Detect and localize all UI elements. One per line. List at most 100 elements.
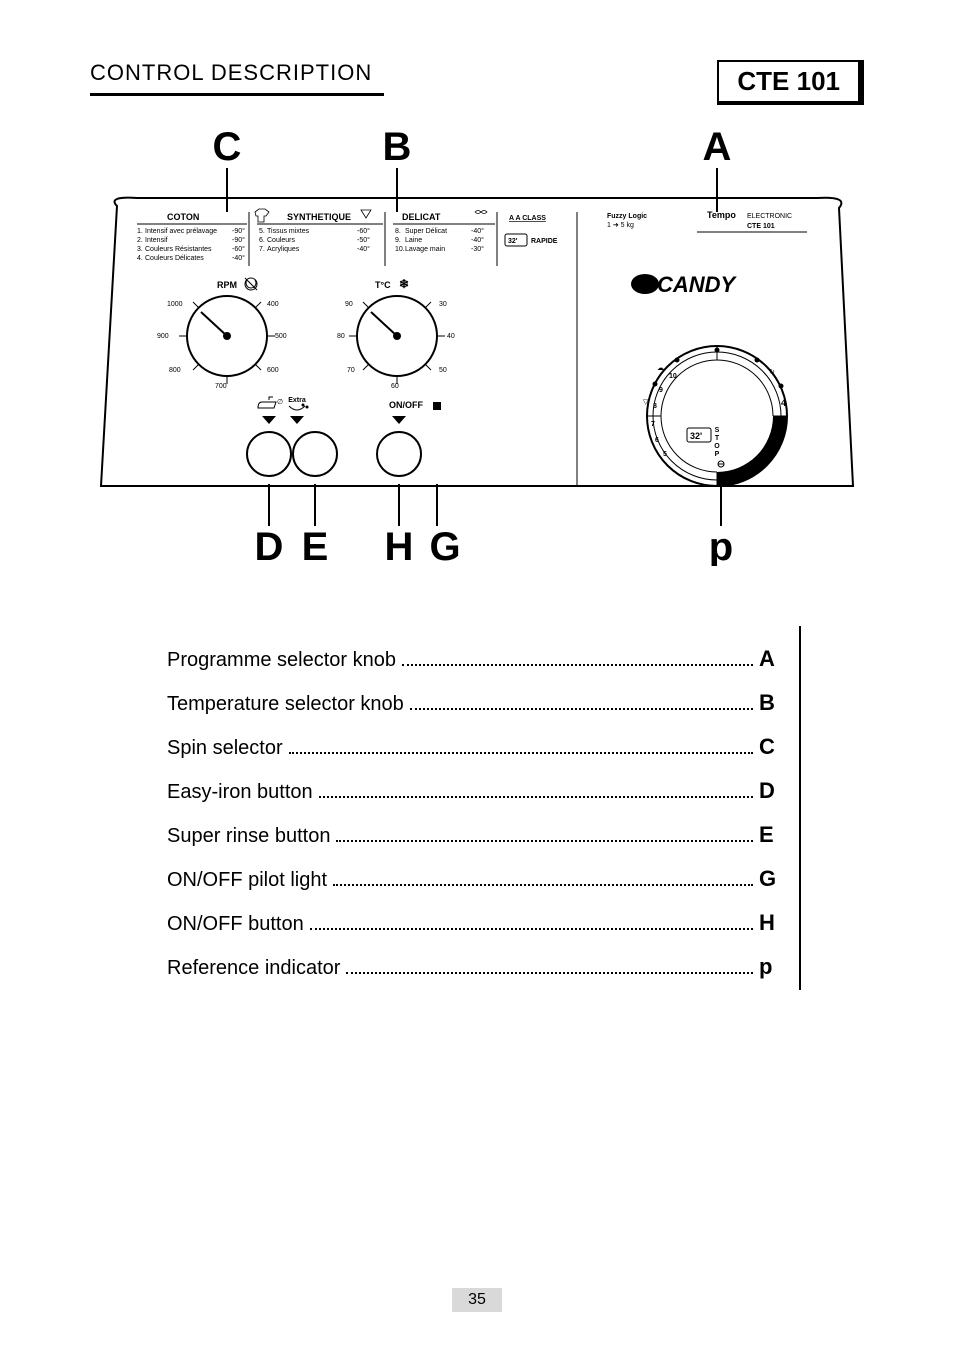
legend-row: Programme selector knob A <box>167 646 787 672</box>
svg-text:O: O <box>714 443 720 450</box>
legend-rule <box>799 626 801 990</box>
super-rinse-button <box>293 432 337 476</box>
spiral-icon: ↻ <box>769 369 775 376</box>
coton-3t: Couleurs Résistantes <box>145 246 212 253</box>
prog-stop: S <box>715 427 720 434</box>
coton-4t: Couleurs Délicates <box>145 255 204 262</box>
prog-num: 10 <box>669 373 677 380</box>
push-arrow-icon <box>290 416 304 424</box>
fuzzy-2: 1 ➜ 5 kg <box>607 222 634 229</box>
reference-indicator-icon <box>718 461 724 467</box>
prog-num: 5 <box>663 451 667 458</box>
control-panel-diagram: C B A COTON 1. Intensif avec prélavage -… <box>90 126 864 566</box>
svg-text:1000: 1000 <box>167 301 183 308</box>
svg-text:30: 30 <box>439 301 447 308</box>
legend-letter: E <box>759 822 787 848</box>
legend-dots <box>319 796 753 798</box>
legend-label: Super rinse button <box>167 825 330 848</box>
section-title: CONTROL DESCRIPTION <box>90 60 372 86</box>
svg-text:60: 60 <box>391 383 399 390</box>
de-2n: 9. <box>395 237 401 244</box>
pilot-light-icon <box>433 402 441 410</box>
legend-row: ON/OFF button H <box>167 910 787 936</box>
legend-row: ON/OFF pilot light G <box>167 866 787 892</box>
callout-E: E <box>302 525 329 566</box>
legend-dots <box>346 972 753 974</box>
legend-dots <box>402 664 753 666</box>
programme-dial: S T O P 32' 1 2 3 4 5 6 7 8 9 10 <box>643 346 787 486</box>
sy-1n: 5. <box>259 228 265 235</box>
tempo-1: Tempo <box>707 210 736 220</box>
prog-num: 2 <box>749 442 754 452</box>
prog-num: 1 <box>733 452 738 462</box>
legend-letter: B <box>759 690 787 716</box>
sy-2d: -50° <box>357 236 370 244</box>
onoff-label: ON/OFF <box>389 400 423 410</box>
de-2d: -40° <box>471 236 484 244</box>
prog-num: 7 <box>651 421 655 428</box>
sy-3t: Acryliques <box>267 246 300 253</box>
legend-dots <box>336 840 753 842</box>
svg-text:70: 70 <box>347 367 355 374</box>
legend-row: Super rinse button E <box>167 822 787 848</box>
tempo-2: ELECTRONIC <box>747 213 792 220</box>
extra-label: Extra <box>288 397 306 404</box>
svg-text:800: 800 <box>169 367 181 374</box>
brand: CANDY <box>657 272 738 297</box>
header-rule <box>90 93 384 96</box>
prog-num: 6 <box>655 437 659 444</box>
legend-label: Programme selector knob <box>167 649 396 672</box>
svg-text:∅: ∅ <box>277 399 283 406</box>
callout-p: p <box>709 525 733 566</box>
legend-letter: C <box>759 734 787 760</box>
prog-num: 9 <box>659 387 663 394</box>
coton-2t: Intensif <box>145 237 168 244</box>
feather-icon <box>475 211 487 214</box>
de-2t: Laine <box>405 237 422 244</box>
diagram-svg: C B A COTON 1. Intensif avec prélavage -… <box>97 126 857 566</box>
rapide-32: 32' <box>508 238 518 245</box>
push-arrow-icon <box>262 416 276 424</box>
svg-text:600: 600 <box>267 367 279 374</box>
legend-row: Reference indicator p <box>167 954 787 980</box>
temp-label: T°C <box>375 280 391 290</box>
svg-text:900: 900 <box>157 333 169 340</box>
de-3n: 10. <box>395 246 405 253</box>
legend-label: ON/OFF button <box>167 913 304 936</box>
page-number: 35 <box>452 1288 502 1312</box>
legend-row: Easy-iron button D <box>167 778 787 804</box>
page: CONTROL DESCRIPTION CTE 101 C B A COTON … <box>0 0 954 1352</box>
legend-label: ON/OFF pilot light <box>167 869 327 892</box>
sy-3n: 7. <box>259 246 265 253</box>
coton-3n: 3. <box>137 246 143 253</box>
coton-2n: 2. <box>137 237 143 244</box>
legend: Programme selector knob A Temperature se… <box>167 646 787 980</box>
de-1t: Super Délicat <box>405 228 447 235</box>
legend-dots <box>310 928 753 930</box>
tshirt-icon <box>255 209 269 222</box>
callout-A: A <box>703 126 732 169</box>
legend-row: Spin selector C <box>167 734 787 760</box>
callout-B: B <box>383 126 412 169</box>
snowflake-icon: ❄ <box>399 277 409 291</box>
svg-text:90: 90 <box>345 301 353 308</box>
rpm-label: RPM <box>217 280 237 290</box>
svg-text:P: P <box>715 451 720 458</box>
svg-text:40: 40 <box>447 333 455 340</box>
prog-32: 32' <box>690 431 702 441</box>
sy-2t: Couleurs <box>267 237 296 244</box>
tempo-3: CTE 101 <box>747 223 775 230</box>
cloud-icon: ☁ <box>657 365 664 372</box>
coton-1n: 1. <box>137 228 143 235</box>
de-3t: Lavage main <box>405 246 445 253</box>
svg-text:400: 400 <box>267 301 279 308</box>
aa-class: A A CLASS <box>509 215 546 222</box>
svg-text:T: T <box>715 435 720 442</box>
legend-dots <box>333 884 753 886</box>
legend-letter: H <box>759 910 787 936</box>
legend-letter: D <box>759 778 787 804</box>
de-1d: -40° <box>471 227 484 235</box>
flask-icon <box>361 210 371 218</box>
legend-letter: A <box>759 646 787 672</box>
synth-title: SYNTHETIQUE <box>287 212 351 222</box>
